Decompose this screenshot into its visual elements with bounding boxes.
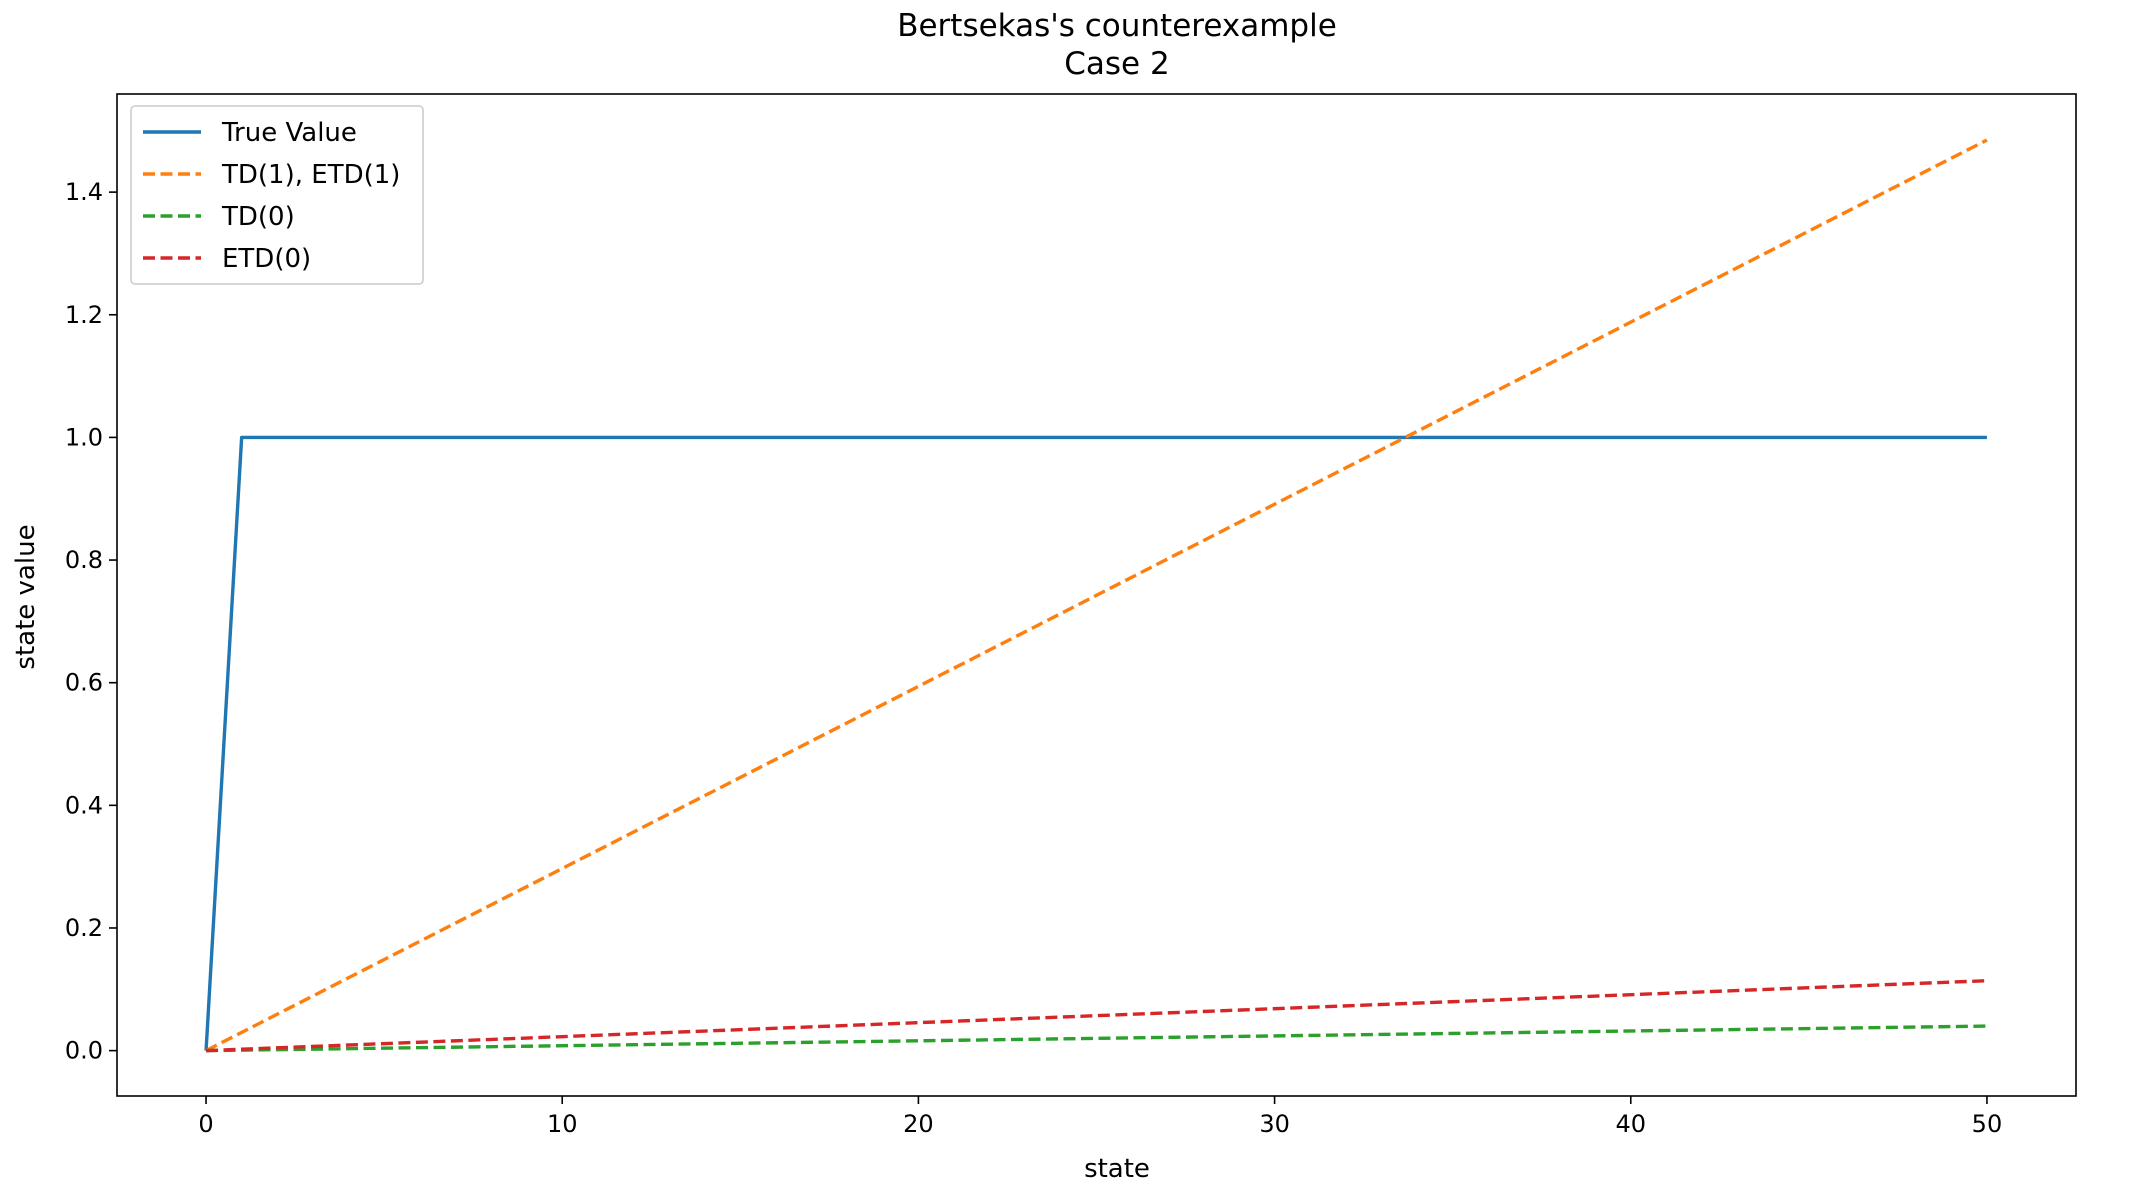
y-tick-label: 1.0 xyxy=(65,423,103,451)
y-tick-label: 1.2 xyxy=(65,301,103,329)
chart-title: Bertsekas's counterexample xyxy=(897,8,1337,44)
x-tick-label: 30 xyxy=(1259,1110,1290,1138)
y-axis-label: state value xyxy=(11,524,41,669)
chart-subtitle: Case 2 xyxy=(1064,46,1169,82)
series-line-0 xyxy=(204,435,1987,1051)
plot-frame xyxy=(116,93,2077,1097)
legend-label-0: True Value xyxy=(221,118,357,148)
legend-box xyxy=(130,105,424,285)
x-tick-label: 10 xyxy=(547,1110,578,1138)
x-tick-label: 50 xyxy=(1972,1110,2003,1138)
x-tick-label: 20 xyxy=(903,1110,934,1138)
y-tick-label: 0.8 xyxy=(65,546,103,574)
legend-label-2: TD(0) xyxy=(221,202,295,232)
series-layer xyxy=(204,138,1988,1053)
plot-area xyxy=(116,93,2077,1097)
legend-label-3: ETD(0) xyxy=(222,244,311,274)
x-tick-label: 0 xyxy=(198,1110,213,1138)
series-line-1 xyxy=(205,138,1988,1053)
y-tick-label: 0.2 xyxy=(65,914,103,942)
legend: True Value TD(1), ETD(1) TD(0) ETD(0) xyxy=(130,105,424,285)
y-tick-label: 0.6 xyxy=(65,669,103,697)
y-tick-label: 0.4 xyxy=(65,791,103,819)
x-tick-label: 40 xyxy=(1615,1110,1646,1138)
y-axis: 0.0 0.2 0.4 0.6 0.8 1.0 1.2 1.4 xyxy=(65,178,117,1065)
legend-label-1: TD(1), ETD(1) xyxy=(221,160,400,190)
y-tick-label: 1.4 xyxy=(65,178,103,206)
x-axis-label: state xyxy=(1084,1154,1150,1184)
x-axis: 0 10 20 30 40 50 xyxy=(198,1096,2002,1138)
y-tick-label: 0.0 xyxy=(65,1037,103,1065)
